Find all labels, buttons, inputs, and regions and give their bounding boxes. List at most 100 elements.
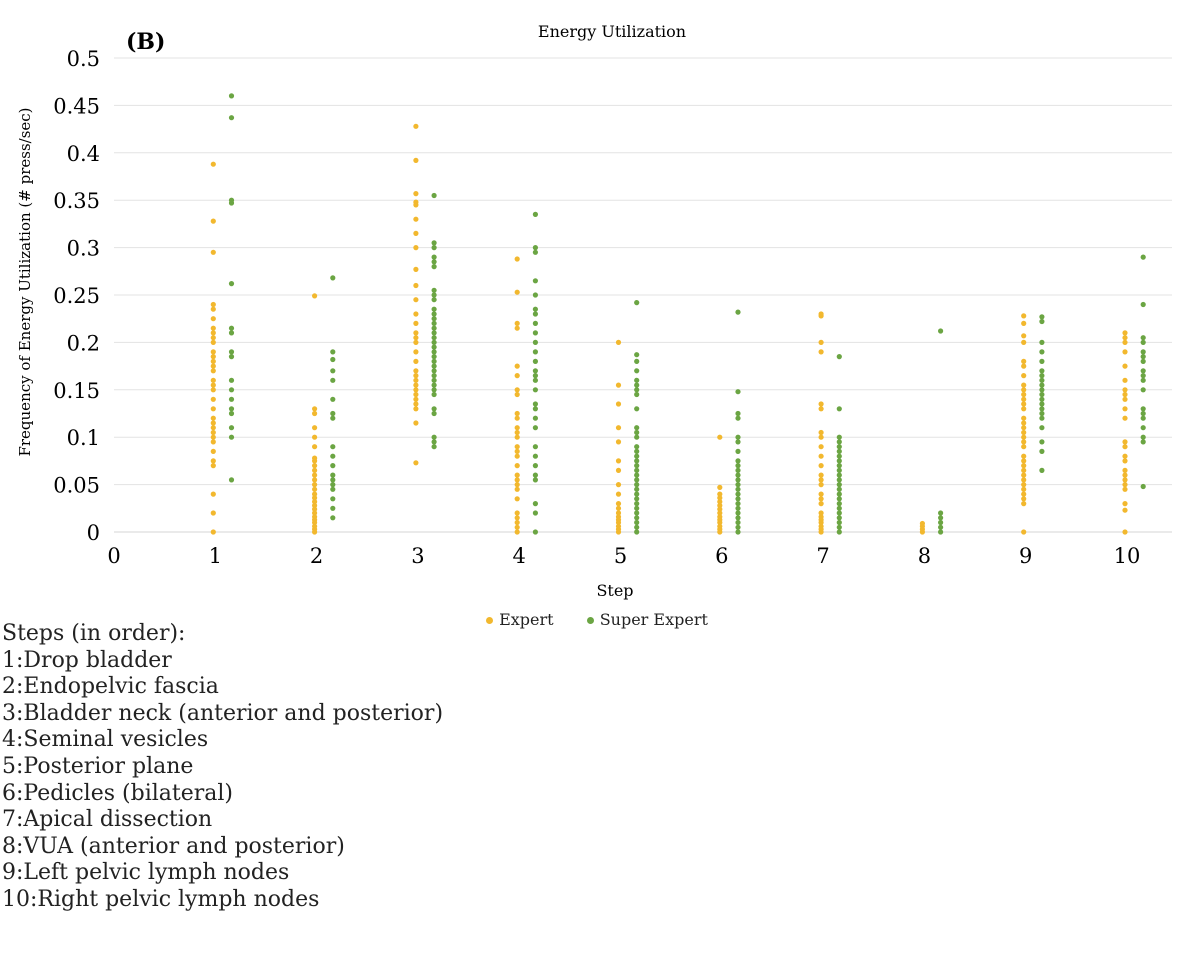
expert-point — [818, 401, 824, 407]
super-expert-point — [735, 529, 741, 535]
steps-heading: Steps (in order): — [2, 621, 186, 646]
x-tick-label: 9 — [1019, 544, 1032, 568]
expert-point — [1021, 425, 1027, 431]
expert-point — [514, 486, 520, 492]
expert-point — [413, 420, 419, 426]
expert-point — [818, 482, 824, 488]
expert-point — [818, 463, 824, 469]
super-expert-point — [634, 391, 640, 398]
expert-point — [1021, 463, 1027, 469]
chart-legend: Expert Super Expert — [0, 610, 1194, 629]
super-expert-point — [330, 356, 336, 363]
super-expert-point — [228, 410, 235, 417]
expert-point — [312, 434, 318, 440]
super-expert-point — [938, 519, 944, 526]
super-expert-point — [431, 354, 437, 360]
x-tick-label: 6 — [715, 544, 728, 568]
y-tick-label: 0.15 — [53, 379, 100, 403]
super-expert-point — [1039, 368, 1045, 374]
expert-point — [514, 434, 520, 440]
expert-point — [312, 463, 318, 469]
super-expert-point — [228, 377, 235, 383]
expert-point — [818, 472, 824, 478]
expert-point — [1122, 486, 1128, 492]
expert-point — [413, 401, 419, 407]
expert-point — [210, 306, 216, 312]
expert-point — [1122, 396, 1128, 402]
expert-point — [210, 434, 216, 440]
super-expert-point — [735, 515, 741, 521]
expert-point — [1021, 396, 1027, 402]
super-expert-point — [532, 306, 539, 312]
expert-point — [1021, 333, 1027, 339]
expert-point — [1021, 486, 1027, 492]
y-tick-label: 0.05 — [53, 474, 100, 498]
super-expert-point — [836, 505, 842, 511]
energy-utilization-scatter-chart: 0 0.05 0.1 0.15 0.2 0.25 0.3 0.35 0.4 0.45 0.5 0 1 2 3… — [16, 22, 1172, 600]
y-tick-label: 0.45 — [53, 94, 100, 118]
expert-point — [1122, 363, 1128, 369]
data-points — [210, 93, 1146, 535]
expert-point — [1021, 406, 1027, 412]
super-expert-point — [836, 510, 842, 516]
expert-point — [1122, 501, 1128, 507]
super-expert-point — [330, 472, 336, 478]
super-expert-point — [634, 300, 640, 306]
y-tick-label: 0.2 — [67, 331, 100, 355]
x-tick-label: 5 — [614, 544, 627, 568]
super-expert-point — [1140, 301, 1146, 308]
expert-point — [514, 453, 520, 459]
super-expert-point — [1039, 415, 1045, 421]
super-expert-point — [836, 354, 842, 360]
expert-point — [615, 458, 622, 464]
y-tick-label: 0.5 — [67, 47, 100, 71]
expert-point — [210, 249, 216, 255]
super-expert-point — [634, 515, 640, 521]
super-expert-point — [532, 245, 539, 251]
expert-point — [514, 515, 520, 521]
super-expert-point — [1140, 387, 1146, 393]
expert-point — [312, 523, 318, 529]
expert-point — [210, 458, 216, 464]
expert-point — [1021, 420, 1027, 426]
expert-point — [312, 510, 318, 516]
super-expert-point — [836, 519, 842, 526]
super-expert-point — [330, 410, 336, 417]
expert-point — [1021, 387, 1027, 393]
expert-point — [312, 477, 318, 483]
super-expert-point — [634, 358, 640, 364]
x-tick-label: 7 — [816, 544, 829, 568]
grid-lines — [114, 57, 1172, 486]
expert-point — [210, 396, 216, 402]
expert-point — [818, 429, 824, 436]
super-expert-point — [1140, 368, 1146, 374]
super-expert-point — [735, 524, 741, 530]
step-item: 9:Left pelvic lymph nodes — [2, 860, 290, 886]
step-item: 5:Posterior plane — [2, 753, 194, 779]
super-expert-point — [1039, 448, 1045, 454]
expert-point — [1122, 439, 1128, 445]
super-expert-point — [431, 245, 437, 251]
super-expert-point — [836, 458, 842, 464]
super-expert-point — [735, 415, 741, 421]
expert-point — [615, 514, 622, 520]
expert-point — [1021, 453, 1027, 459]
super-expert-point — [634, 406, 640, 412]
super-expert-point — [431, 306, 437, 312]
super-expert-point — [1140, 410, 1146, 417]
expert-point — [818, 453, 824, 459]
super-expert-point — [228, 330, 235, 336]
super-expert-point — [836, 486, 842, 492]
super-expert-point — [735, 448, 741, 454]
super-expert-point — [735, 458, 741, 464]
expert-point — [210, 349, 216, 355]
expert-point — [717, 484, 723, 490]
expert-point — [413, 460, 419, 466]
super-expert-point — [836, 406, 842, 412]
expert-point — [1021, 401, 1027, 407]
expert-point — [1122, 529, 1128, 535]
super-expert-point — [330, 444, 336, 450]
expert-point — [1021, 363, 1027, 369]
super-expert-point — [532, 249, 539, 255]
super-expert-point — [836, 501, 842, 507]
